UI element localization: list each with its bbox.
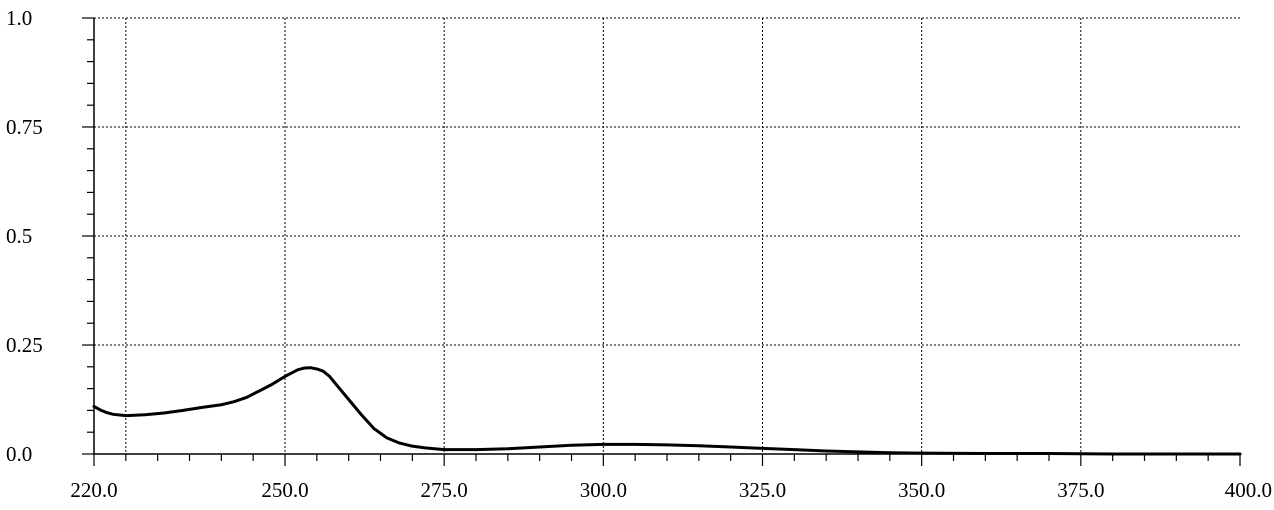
tick-labels: 0.0 0.25 0.5 0.75 1.0 220.0 250.0 275.0 300.0 325… — [6, 6, 1272, 502]
minor-ticks — [82, 17, 1241, 466]
x-tick-label: 375.0 — [1057, 478, 1104, 502]
x-tick-label: 350.0 — [898, 478, 945, 502]
grid — [94, 17, 1240, 454]
y-tick-label: 0.75 — [6, 115, 43, 139]
y-tick-label: 0.0 — [6, 442, 32, 466]
absorbance-line — [92, 366, 1242, 456]
y-tick-label: 1.0 — [6, 6, 32, 30]
x-tick-label: 325.0 — [739, 478, 786, 502]
x-tick-label: 220.0 — [70, 478, 117, 502]
y-tick-label: 0.5 — [6, 224, 32, 248]
y-tick-label: 0.25 — [6, 333, 43, 357]
series-layer — [92, 366, 1242, 456]
x-tick-label: 300.0 — [580, 478, 627, 502]
x-tick-label: 250.0 — [261, 478, 308, 502]
x-tick-label: 275.0 — [421, 478, 468, 502]
x-tick-label: 400.0 — [1225, 478, 1272, 502]
